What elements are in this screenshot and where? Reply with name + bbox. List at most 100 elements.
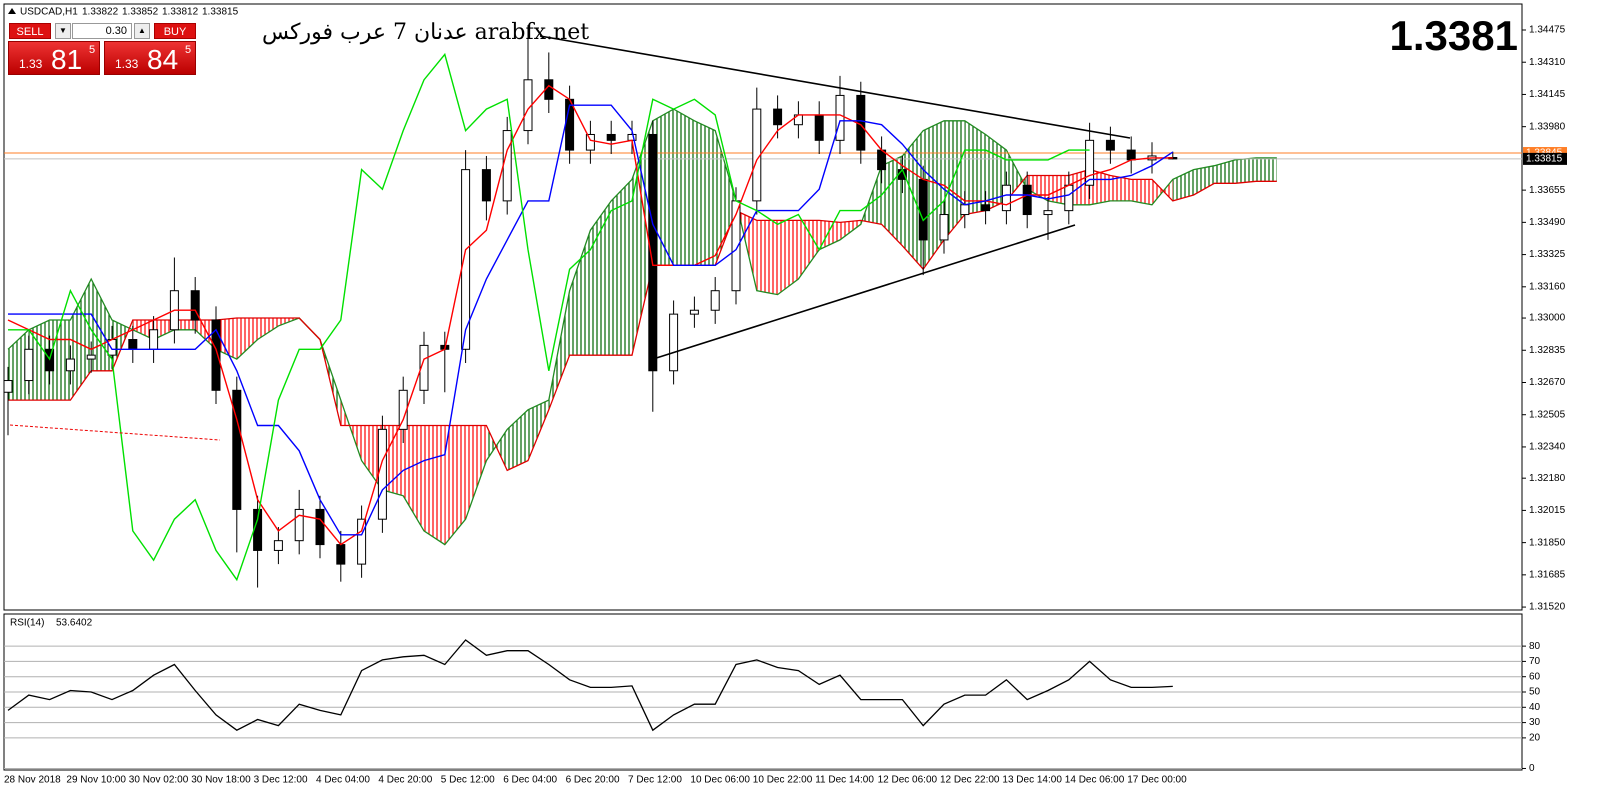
- candle-body: [1105, 139, 1115, 151]
- candle-body: [960, 204, 970, 216]
- cloud-segment: [216, 318, 237, 360]
- candle-body: [294, 508, 304, 542]
- candle-body: [918, 178, 928, 241]
- sell-button[interactable]: SELL: [9, 23, 51, 39]
- trendline: [649, 224, 1076, 361]
- ask-big: 1.33: [115, 57, 139, 71]
- x-tick-label: 5 Dec 12:00: [441, 775, 495, 786]
- x-tick-label: 13 Dec 14:00: [1002, 775, 1062, 786]
- y-tick-label: 20: [1529, 733, 1541, 744]
- candle-body: [315, 508, 325, 546]
- x-tick-label: 10 Dec 22:00: [753, 775, 813, 786]
- candle-body: [773, 108, 783, 126]
- cloud-segment: [840, 220, 861, 240]
- candle-body: [1126, 149, 1136, 161]
- cloud-segment: [1214, 159, 1236, 184]
- candle-body: [606, 133, 616, 141]
- cloud-segment: [91, 278, 112, 371]
- cloud-segment: [694, 120, 716, 266]
- cloud-segment: [174, 319, 196, 330]
- candle-body: [336, 544, 346, 565]
- y-tick-label: 1.32835: [1529, 345, 1566, 356]
- cloud-segment: [236, 318, 258, 360]
- y-tick-label: 1.31520: [1529, 602, 1566, 613]
- lot-input[interactable]: 0.30: [72, 23, 132, 39]
- candle-body: [1001, 184, 1011, 212]
- x-tick-label: 30 Nov 02:00: [129, 775, 189, 786]
- candle-body: [585, 133, 595, 151]
- candle-body: [939, 214, 949, 241]
- header-high: 1.33852: [122, 7, 159, 18]
- x-tick-label: 30 Nov 18:00: [191, 775, 251, 786]
- x-tick-label: 14 Dec 06:00: [1065, 775, 1125, 786]
- candle-body: [377, 428, 387, 520]
- y-tick-label: 1.31685: [1529, 569, 1566, 580]
- cloud-segment: [715, 130, 736, 266]
- cloud-segment: [1131, 179, 1152, 205]
- x-tick-label: 4 Dec 04:00: [316, 775, 370, 786]
- cloud-segment: [777, 220, 799, 295]
- rsi-line: [7, 639, 1173, 732]
- candle-body: [357, 518, 367, 565]
- ichimoku-line: [8, 104, 1174, 536]
- y-tick-label: 1.32340: [1529, 442, 1566, 453]
- candle-body: [419, 344, 429, 391]
- cloud-segment: [611, 179, 632, 356]
- lot-up[interactable]: ▲: [134, 23, 150, 39]
- cloud-segment: [361, 425, 383, 490]
- price-display: 1.3381: [1389, 12, 1518, 59]
- watermark-arabic: عدنان 7 عرب فوركس: [262, 20, 468, 45]
- cloud-segment: [1089, 169, 1111, 205]
- rsi-value: 53.6402: [56, 618, 93, 629]
- rsi-title: RSI(14): [10, 618, 44, 629]
- ichimoku-line: [8, 52, 1090, 582]
- candle-body: [981, 204, 991, 212]
- cloud-segment: [1006, 150, 1028, 201]
- cloud-segment: [632, 120, 653, 356]
- cloud-segment: [465, 425, 487, 520]
- candle-body: [627, 133, 637, 141]
- cloud-segment: [444, 425, 466, 545]
- cloud-segment: [964, 120, 986, 215]
- candle-body: [669, 313, 679, 372]
- x-tick-label: 10 Dec 06:00: [690, 775, 750, 786]
- y-tick-label: 1.32180: [1529, 473, 1566, 484]
- x-tick-label: 29 Nov 10:00: [66, 775, 126, 786]
- bid-box[interactable]: 1.33 81 5: [8, 41, 100, 75]
- candle-body: [814, 114, 824, 141]
- buy-button[interactable]: BUY: [154, 23, 196, 39]
- y-tick-label: 0: [1529, 763, 1535, 774]
- candle-body: [461, 169, 471, 350]
- y-tick-label: 1.33000: [1529, 313, 1566, 324]
- y-tick-label: 1.33325: [1529, 249, 1566, 260]
- bid-label: 1.33815: [1526, 154, 1563, 165]
- y-tick-label: 30: [1529, 717, 1541, 728]
- header-low: 1.33812: [162, 7, 199, 18]
- candle-body: [648, 133, 658, 372]
- trendline: [539, 35, 1131, 139]
- header-close: 1.33815: [202, 7, 239, 18]
- ask-main: 84: [147, 44, 179, 75]
- y-tick-label: 1.31850: [1529, 537, 1566, 548]
- candle-body: [128, 339, 138, 350]
- ask-box[interactable]: 1.33 84 5: [104, 41, 196, 75]
- x-tick-label: 6 Dec 04:00: [503, 775, 557, 786]
- candle-body: [835, 94, 845, 141]
- x-tick-label: 28 Nov 2018: [4, 775, 61, 786]
- candle-body: [273, 540, 283, 551]
- x-tick-label: 12 Dec 06:00: [878, 775, 938, 786]
- x-tick-label: 7 Dec 12:00: [628, 775, 682, 786]
- candle-body: [149, 329, 159, 350]
- cloud-segment: [1235, 157, 1256, 184]
- cloud-segment: [652, 109, 674, 266]
- y-tick-label: 80: [1529, 641, 1541, 652]
- candle-body: [65, 358, 75, 372]
- candle-body: [1043, 210, 1053, 216]
- y-tick-label: 1.34310: [1529, 57, 1566, 68]
- lot-down[interactable]: ▼: [55, 23, 71, 39]
- bid-sup: 5: [89, 44, 96, 56]
- cloud-segment: [257, 318, 279, 340]
- watermark: عدنان 7 عرب فوركس arabfx.net: [262, 20, 589, 45]
